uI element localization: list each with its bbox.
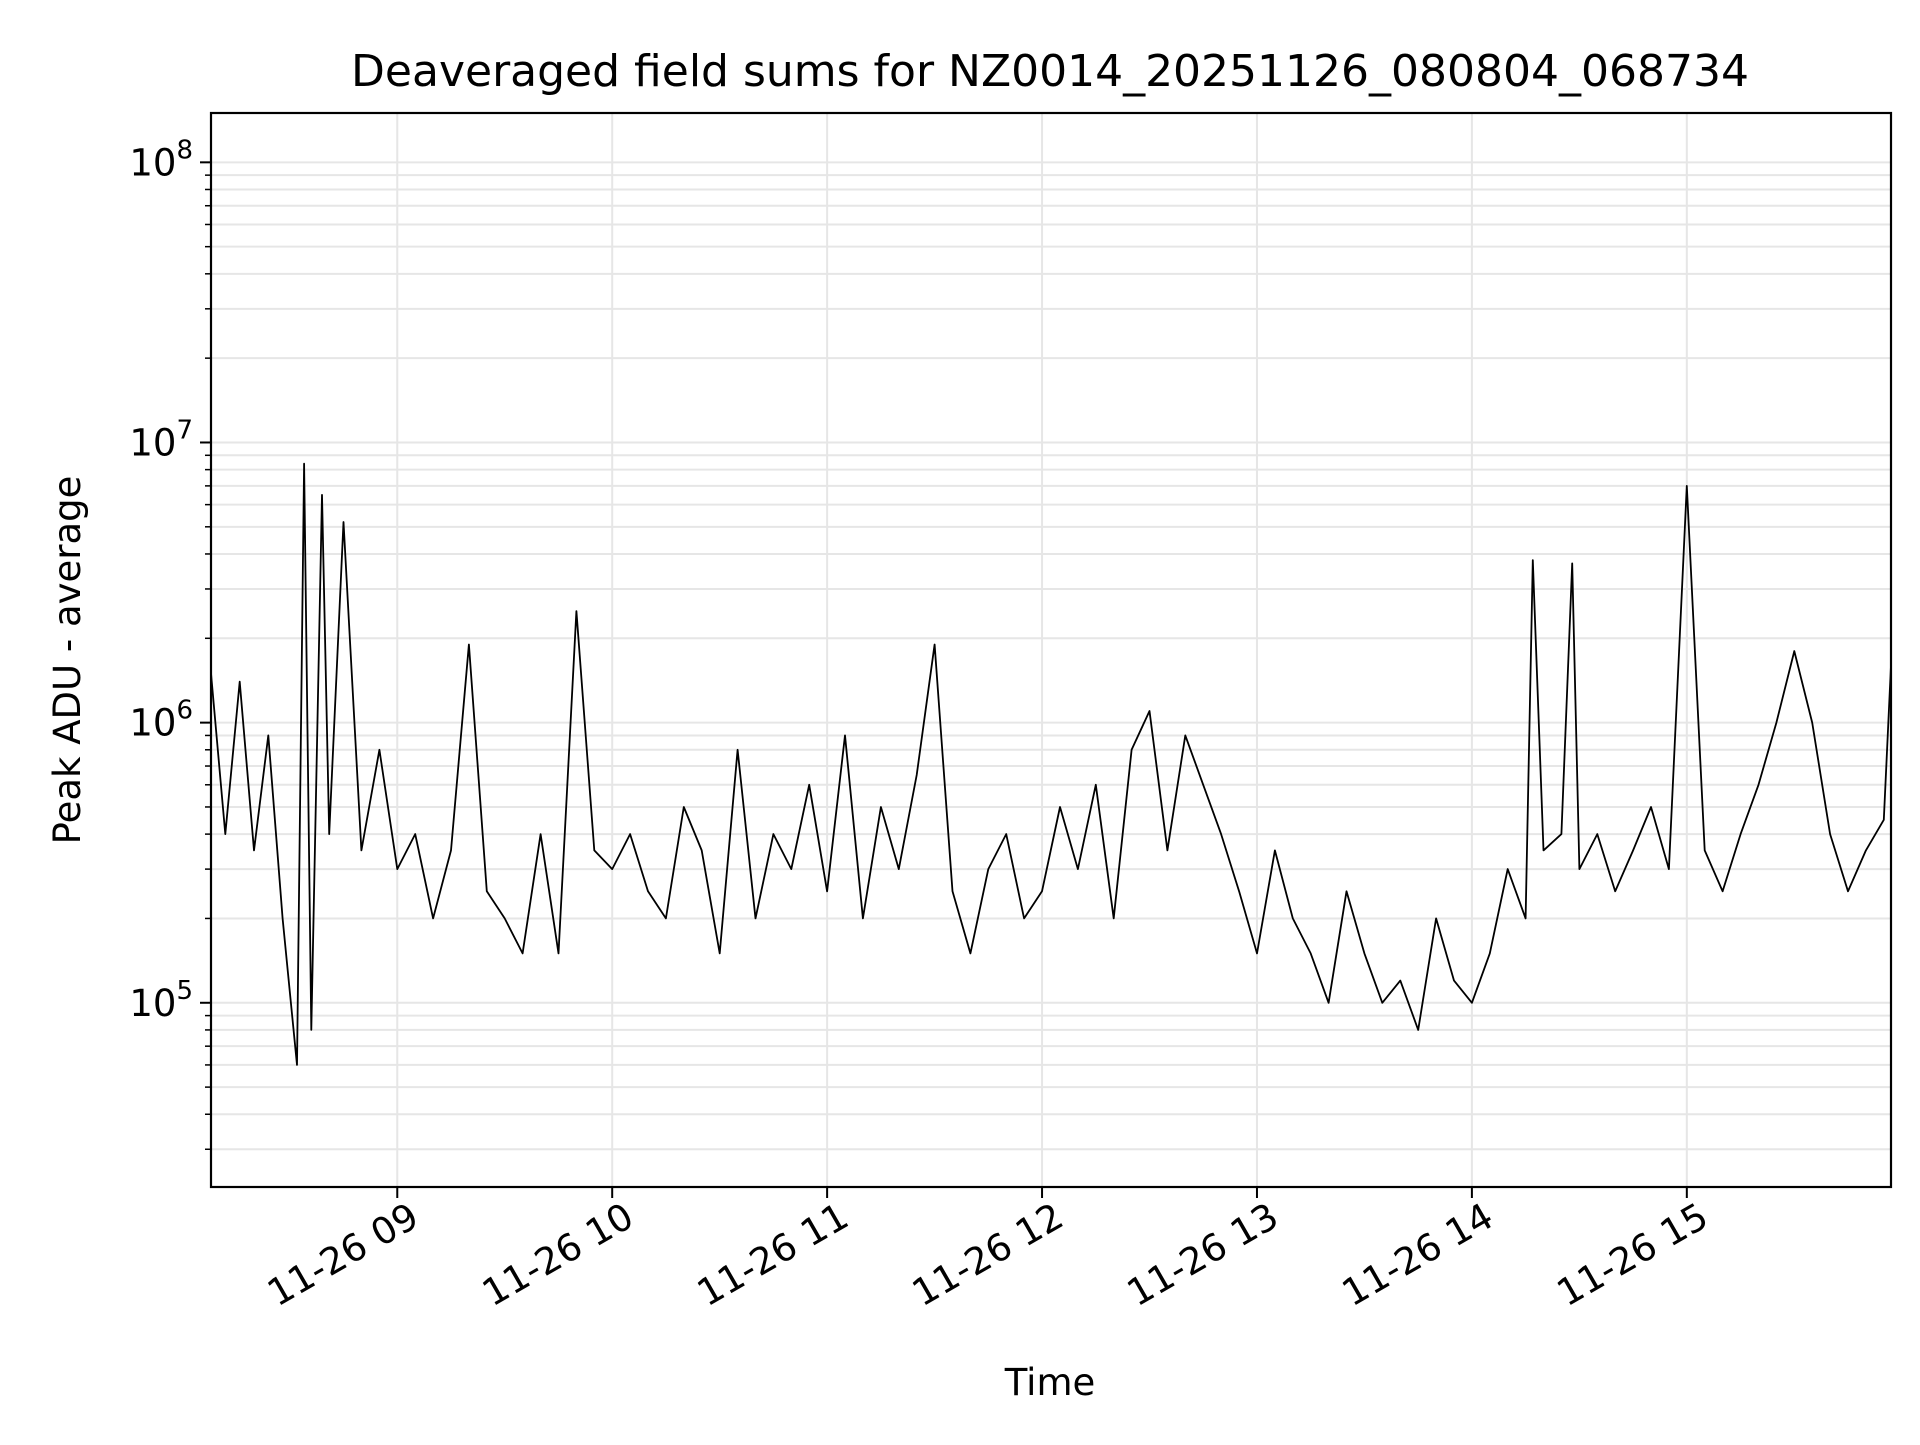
y-tick-label: 107 (129, 415, 193, 464)
series-layer (210, 462, 1892, 1066)
y-tick-label: 105 (129, 976, 193, 1025)
y-tick-label: 106 (129, 696, 193, 745)
plot-frame (209, 111, 1893, 1189)
series-line (210, 462, 1892, 1066)
x-axis-label: Time (1004, 1361, 1096, 1404)
chart-title: Deaveraged field sums for NZ0014_2025112… (351, 46, 1749, 97)
grid-lines (211, 113, 1891, 1187)
y-axis-label: Peak ADU - average (46, 476, 89, 845)
y-axis-ticks: 105 106 107 108 (129, 135, 211, 1151)
y-tick-label: 108 (129, 135, 193, 184)
